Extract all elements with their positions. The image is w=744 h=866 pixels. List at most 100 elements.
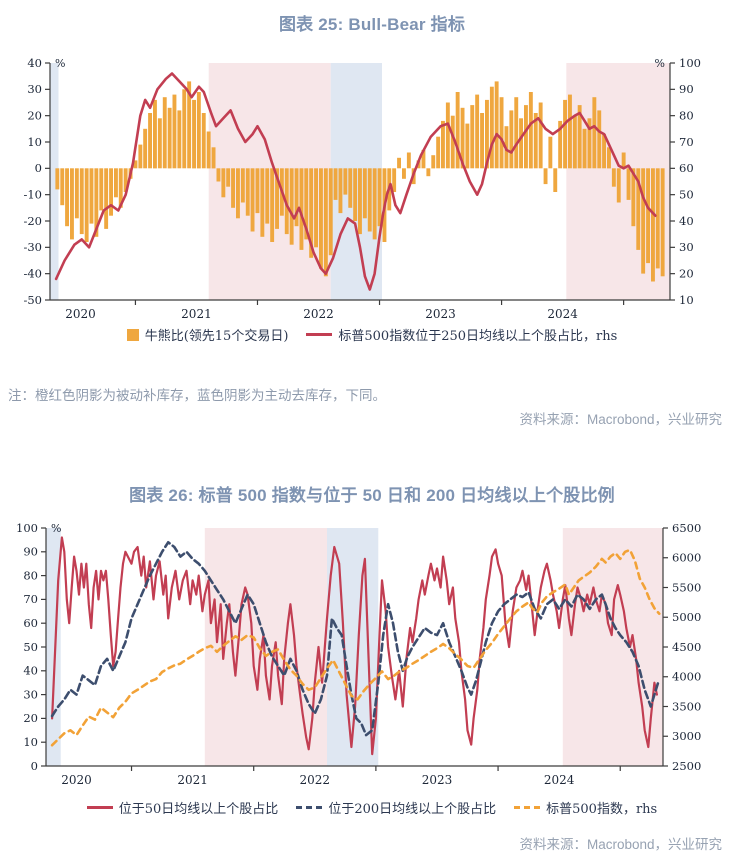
right-tick-label: 10 <box>679 293 694 307</box>
series-line <box>50 548 661 747</box>
bull-bear-bar <box>558 120 563 169</box>
bull-bear-bar <box>568 94 572 169</box>
left-axis-unit: % <box>51 522 61 535</box>
bull-bear-bar <box>626 168 631 200</box>
series-line <box>54 72 657 291</box>
bull-bear-bar <box>104 168 109 229</box>
left-tick-label: 60 <box>23 616 38 630</box>
bull-bear-bar <box>192 99 196 169</box>
chart26-svg: 1009080706050403020100650060005500500045… <box>16 521 701 787</box>
bull-bear-bar <box>60 168 65 206</box>
bull-bear-bar <box>319 168 323 269</box>
year-label: 2022 <box>303 307 334 320</box>
bull-bear-bar <box>543 168 548 185</box>
bull-bear-bar <box>275 168 279 229</box>
bull-bear-bar <box>582 128 587 169</box>
left-tick-label: 10 <box>23 735 38 749</box>
bull-bear-bar <box>123 168 128 192</box>
left-tick-label: -30 <box>23 240 42 254</box>
bull-bear-bar <box>55 168 60 190</box>
bull-bear-bar <box>250 168 255 232</box>
bull-bear-bar <box>489 86 494 169</box>
legend-label: 标普500指数，rhs <box>546 802 658 817</box>
bull-bear-bar <box>187 81 192 169</box>
bull-bear-bar <box>289 168 294 245</box>
bull-bear-bar <box>450 115 455 169</box>
bull-bear-bar <box>153 99 157 169</box>
bull-bear-bar <box>182 89 187 169</box>
bull-bear-bar <box>445 102 450 169</box>
bull-bear-bar <box>221 168 226 198</box>
bull-bear-bar <box>294 168 299 227</box>
bull-bear-bar <box>201 113 206 169</box>
right-tick-label: 4000 <box>672 670 701 684</box>
bull-bear-bar <box>118 168 123 208</box>
bull-bear-bar <box>348 168 353 208</box>
bull-bear-bar <box>99 168 104 211</box>
bull-bear-bar <box>499 97 504 169</box>
chart25-source: 资料来源：Macrobond，兴业研究 <box>519 412 722 427</box>
right-tick-label: 60 <box>679 161 694 175</box>
year-label: 2023 <box>422 773 453 787</box>
year-label: 2021 <box>177 773 208 787</box>
left-tick-label: 30 <box>27 82 42 96</box>
bull-bear-bar <box>616 168 621 203</box>
bull-bear-bar <box>240 168 245 203</box>
bull-bear-bar <box>323 168 328 277</box>
right-tick-label: 2500 <box>672 759 701 773</box>
bull-bear-bar <box>533 113 538 169</box>
bull-bear-bar <box>592 97 597 169</box>
bull-bear-bar <box>255 168 260 214</box>
right-tick-label: 40 <box>679 214 694 228</box>
bull-bear-bar <box>358 168 362 235</box>
bull-bear-bar <box>406 152 411 169</box>
bull-bear-bar <box>143 128 148 169</box>
left-tick-label: 0 <box>31 759 38 773</box>
left-tick-label: 30 <box>23 687 38 701</box>
chart26-title: 图表 26: 标普 500 指数与位于 50 日和 200 日均线以上个股比例 <box>129 486 615 505</box>
bull-bear-bar <box>343 168 348 195</box>
bull-bear-bar <box>236 168 240 219</box>
bull-bear-bar <box>245 168 250 216</box>
bull-bear-bar <box>509 110 514 169</box>
bull-bear-bar <box>338 168 343 214</box>
left-tick-label: -40 <box>23 266 42 280</box>
bull-bear-bar <box>367 168 372 232</box>
bull-bear-bar <box>563 99 567 169</box>
left-tick-label: 70 <box>23 592 38 606</box>
bull-bear-bar <box>133 160 138 169</box>
bull-bear-bar <box>162 97 167 169</box>
bull-bear-bar <box>514 97 519 169</box>
right-tick-label: 6500 <box>672 521 701 535</box>
bull-bear-bar <box>480 113 484 169</box>
bull-bear-bar <box>607 147 611 169</box>
right-axis-unit: % <box>655 57 665 70</box>
right-tick-label: 3000 <box>672 729 701 743</box>
bull-bear-bar <box>328 168 333 256</box>
bull-bear-bar <box>94 168 99 237</box>
legend-swatch-line <box>86 806 113 809</box>
bull-bear-bar <box>621 152 626 169</box>
shading-band-blue <box>50 63 59 300</box>
bull-bear-bar <box>362 168 367 219</box>
bull-bear-bar <box>597 110 602 169</box>
left-tick-label: 20 <box>27 108 42 122</box>
bull-bear-bar <box>265 168 270 224</box>
bull-bear-bar <box>79 168 84 235</box>
legend-item: 位于50日均线以上个股占比 <box>86 798 278 817</box>
series-line <box>51 536 658 756</box>
chart25-legend: 牛熊比(领先15个交易日) 标普500指数位于250日均线以上个股占比，rhs <box>0 325 744 344</box>
legend-item: 牛熊比(领先15个交易日) <box>126 325 288 344</box>
bull-bear-bar <box>314 168 318 248</box>
bull-bear-bar <box>402 168 406 179</box>
bull-bear-bar <box>646 168 650 264</box>
bull-bear-bar <box>475 94 480 169</box>
bull-bear-bar <box>304 168 309 240</box>
bull-bear-bar <box>548 136 553 169</box>
bull-bear-bar <box>196 92 201 169</box>
shading-band-blue <box>46 528 61 766</box>
legend-swatch-line <box>306 333 333 336</box>
left-tick-label: 90 <box>23 545 38 559</box>
footnote: 注：橙红色阴影为被动补库存，蓝色阴影为主动去库存，下同。 <box>8 388 386 403</box>
